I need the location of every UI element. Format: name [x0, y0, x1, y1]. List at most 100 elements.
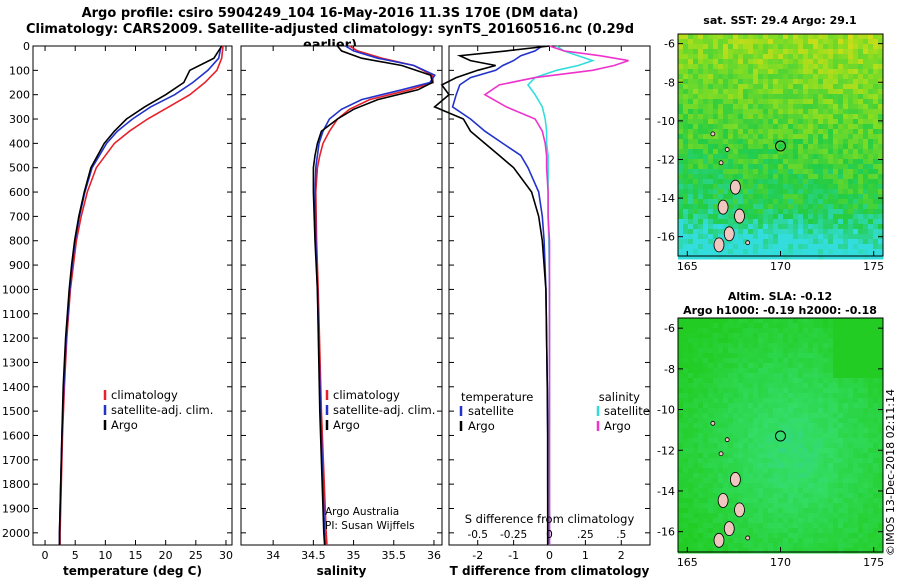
map-y-tick-label: -10 [657, 404, 675, 417]
depth-tick-label: 400 [9, 137, 30, 150]
legend-label: satellite [468, 404, 514, 418]
x-tick-label: -2 [472, 549, 483, 562]
island [730, 179, 741, 195]
depth-tick-label: 100 [9, 64, 30, 77]
legend-label: Argo [604, 419, 631, 433]
map-x-tick-label: 165 [677, 260, 698, 273]
island [734, 208, 745, 224]
depth-tick-label: 0 [23, 40, 30, 53]
depth-tick-label: 700 [9, 210, 30, 223]
map-x-tick-label: 165 [677, 556, 698, 569]
x2-tick-label: .25 [577, 529, 594, 541]
depth-tick-label: 300 [9, 113, 30, 126]
x-tick-label: 30 [219, 549, 233, 562]
island [717, 199, 729, 215]
island [718, 160, 724, 166]
map-y-tick-label: -8 [664, 363, 675, 376]
x-tick-label: 35.5 [382, 549, 407, 562]
annotation-line: PI: Susan Wijffels [325, 520, 415, 532]
map-y-tick-label: -12 [657, 153, 675, 166]
depth-tick-label: 600 [9, 186, 30, 199]
depth-tick-label: 1100 [2, 308, 30, 321]
x-axis-label: T difference from climatology [450, 564, 650, 578]
x2-tick-label: -0.25 [500, 529, 527, 541]
x-tick-label: 15 [129, 549, 143, 562]
x-tick-label: -1 [508, 549, 519, 562]
map-x-tick-label: 175 [863, 260, 884, 273]
title-line-1: Argo profile: csiro 5904249_104 16-May-2… [81, 6, 579, 21]
island [730, 472, 741, 487]
map-y-tick-label: -14 [657, 192, 675, 205]
map-x-tick-label: 170 [770, 556, 791, 569]
map-y-tick-label: -6 [664, 322, 675, 335]
argo-position-marker [775, 140, 786, 152]
sla-map [677, 317, 884, 554]
annotation-line: Argo Australia [325, 506, 399, 518]
depth-tick-label: 1200 [2, 332, 30, 345]
island [745, 240, 751, 246]
x-tick-label: 1 [582, 549, 589, 562]
profile-panel-2 [240, 45, 443, 546]
series-line-argo [58, 45, 223, 545]
map-y-tick-label: -8 [664, 76, 675, 89]
depth-tick-label: 900 [9, 259, 30, 272]
legend-label: Argo [333, 418, 360, 432]
x2-tick-label: 0 [546, 529, 553, 541]
island [710, 131, 716, 137]
x2-tick-label: -0.5 [467, 529, 488, 541]
x-tick-label: 0 [546, 549, 553, 562]
legend-salinity-heading: salinity [599, 390, 640, 404]
profile-panel-1 [32, 45, 233, 546]
sst-map-title: sat. SST: 29.4 Argo: 29.1 [703, 14, 857, 27]
island [734, 502, 745, 518]
series-line-salinity-argo [483, 45, 629, 545]
legend-label: climatology [333, 388, 400, 402]
x-tick-label: 25 [189, 549, 203, 562]
x2-axis-label: S difference from climatology [465, 512, 635, 526]
series-line-argo [312, 45, 434, 546]
depth-tick-label: 1900 [2, 502, 30, 515]
sla-map-subtitle: Argo h1000: -0.19 h2000: -0.18 [683, 304, 877, 317]
x-tick-label: 10 [98, 549, 112, 562]
island [717, 493, 729, 508]
depth-tick-label: 1700 [2, 454, 30, 467]
map-x-tick-label: 175 [863, 556, 884, 569]
x-tick-label: 0 [42, 549, 49, 562]
series-line-temperature-argo [433, 45, 550, 545]
x-tick-label: 5 [72, 549, 79, 562]
x-tick-label: 2 [618, 549, 625, 562]
map-y-tick-label: -10 [657, 115, 675, 128]
legend-temperature-heading: temperature [461, 390, 533, 404]
depth-tick-label: 1000 [2, 283, 30, 296]
map-y-tick-label: -12 [657, 444, 675, 457]
depth-tick-label: 1800 [2, 478, 30, 491]
x-tick-label: 34.5 [301, 549, 326, 562]
x-axis-label: temperature (deg C) [63, 564, 202, 578]
x-tick-label: 34 [266, 549, 280, 562]
island [723, 521, 735, 536]
map-y-tick-label: -14 [657, 485, 675, 498]
island [713, 532, 725, 548]
sla-map-title: Altim. SLA: -0.12 [727, 290, 833, 303]
legend-label: Argo [111, 418, 138, 432]
argo-position-marker [775, 430, 786, 442]
island [723, 226, 735, 242]
depth-tick-label: 1500 [2, 405, 30, 418]
depth-tick-label: 200 [9, 89, 30, 102]
map-y-tick-label: -6 [664, 38, 675, 51]
legend-label: climatology [111, 388, 178, 402]
depth-tick-label: 1600 [2, 429, 30, 442]
legend-label: satellite-adj. clim. [111, 403, 213, 417]
x-axis-label: salinity [317, 564, 367, 578]
island [724, 147, 730, 152]
map-y-tick-label: -16 [657, 231, 675, 244]
depth-tick-label: 800 [9, 235, 30, 248]
island [718, 451, 724, 457]
panel-frame [240, 45, 443, 546]
legend-label: satellite [604, 404, 650, 418]
legend-label: Argo [468, 419, 495, 433]
credit-text: ©IMOS 13-Dec-2018 02:11:14 [884, 389, 897, 556]
depth-tick-label: 1300 [2, 356, 30, 369]
x-tick-label: 20 [159, 549, 173, 562]
map-y-tick-label: -16 [657, 526, 675, 539]
